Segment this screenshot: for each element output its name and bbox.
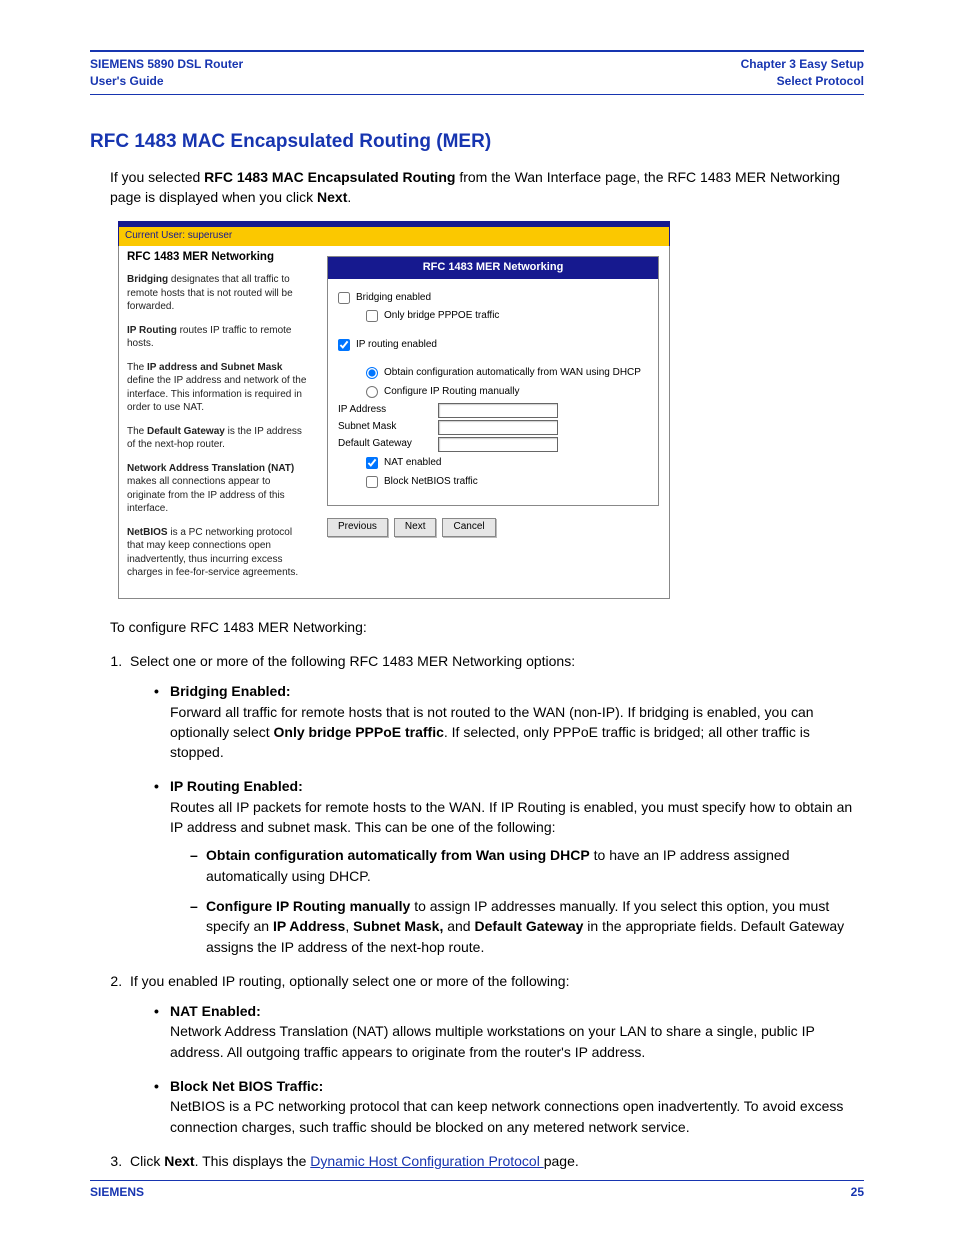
b4-title: Block Net BIOS Traffic: <box>170 1078 323 1094</box>
dhcp-radio[interactable] <box>366 367 378 379</box>
d2-c1: , <box>345 918 353 934</box>
bridging-label: Bridging enabled <box>356 291 431 306</box>
intro-paragraph: If you selected RFC 1483 MAC Encapsulate… <box>110 167 864 208</box>
current-user-bar: Current User: superuser <box>118 227 670 246</box>
ip-label: IP Address <box>338 403 438 418</box>
mask-input[interactable] <box>438 420 558 435</box>
pppoe-label: Only bridge PPPOE traffic <box>384 309 499 324</box>
step2-text: If you enabled IP routing, optionally se… <box>130 973 569 989</box>
dash-manual: Configure IP Routing manually to assign … <box>190 896 864 957</box>
s3-b: Next <box>164 1153 194 1169</box>
footer-left: SIEMENS <box>90 1185 144 1199</box>
ss-p6-b: NetBIOS <box>127 527 168 538</box>
header-left: SIEMENS 5890 DSL Router User's Guide <box>90 56 243 90</box>
d2-b: Configure IP Routing manually <box>206 898 410 914</box>
ss-p3-b: IP address and Subnet Mask <box>147 362 282 373</box>
header-right: Chapter 3 Easy Setup Select Protocol <box>741 56 864 90</box>
cancel-button[interactable]: Cancel <box>442 518 495 537</box>
b3-r: Network Address Translation (NAT) allows… <box>170 1023 815 1059</box>
ss-p1-b: Bridging <box>127 274 168 285</box>
bullet-iprouting: IP Routing Enabled: Routes all IP packet… <box>154 776 864 956</box>
panel-title: RFC 1483 MER Networking <box>328 257 658 279</box>
screenshot-help-text: RFC 1483 MER Networking Bridging designa… <box>119 246 317 598</box>
netbios-checkbox[interactable] <box>366 476 378 488</box>
hdr-left-1: SIEMENS 5890 DSL Router <box>90 56 243 73</box>
step-2: If you enabled IP routing, optionally se… <box>126 971 864 1137</box>
mask-label: Subnet Mask <box>338 420 438 435</box>
b1-b: Only bridge PPPoE traffic <box>274 724 444 740</box>
ss-p2-b: IP Routing <box>127 325 177 336</box>
nat-label: NAT enabled <box>384 456 441 471</box>
dash-dhcp: Obtain configuration automatically from … <box>190 845 864 886</box>
dhcp-label: Obtain configuration automatically from … <box>384 366 641 381</box>
d1-b: Obtain configuration automatically from … <box>206 847 590 863</box>
b1-title: Bridging Enabled: <box>170 683 291 699</box>
page-title: RFC 1483 MAC Encapsulated Routing (MER) <box>90 131 864 153</box>
bullet-nat: NAT Enabled: Network Address Translation… <box>154 1001 864 1062</box>
bullet-netbios: Block Net BIOS Traffic: NetBIOS is a PC … <box>154 1076 864 1137</box>
iprouting-checkbox[interactable] <box>338 339 350 351</box>
step-1: Select one or more of the following RFC … <box>126 651 864 957</box>
ss-p4-pre: The <box>127 426 147 437</box>
ss-p5-b: Network Address Translation (NAT) <box>127 463 294 474</box>
hdr-right-2: Select Protocol <box>741 73 864 90</box>
bridging-checkbox[interactable] <box>338 292 350 304</box>
manual-radio[interactable] <box>366 386 378 398</box>
d2-gw: Default Gateway <box>474 918 583 934</box>
b2-title: IP Routing Enabled: <box>170 778 303 794</box>
d2-mask: Subnet Mask, <box>353 918 443 934</box>
b3-title: NAT Enabled: <box>170 1003 261 1019</box>
step-3: Click Next. This displays the Dynamic Ho… <box>126 1151 864 1171</box>
config-panel: RFC 1483 MER Networking Bridging enabled… <box>327 256 659 506</box>
ss-p3-pre: The <box>127 362 147 373</box>
bullet-bridging: Bridging Enabled: Forward all traffic fo… <box>154 681 864 762</box>
intro-pre: If you selected <box>110 169 204 185</box>
nat-checkbox[interactable] <box>366 457 378 469</box>
intro-bold: RFC 1483 MAC Encapsulated Routing <box>204 169 455 185</box>
ss-p5-r: makes all connections appear to originat… <box>127 476 285 514</box>
d2-c2: and <box>443 918 474 934</box>
manual-label: Configure IP Routing manually <box>384 385 519 400</box>
s3-pre: Click <box>130 1153 164 1169</box>
pppoe-checkbox[interactable] <box>366 310 378 322</box>
screenshot-panel: Current User: superuser RFC 1483 MER Net… <box>118 221 670 599</box>
steps-list: Select one or more of the following RFC … <box>106 651 864 1171</box>
gw-input[interactable] <box>438 437 558 452</box>
intro-end: . <box>347 189 351 205</box>
footer-page-number: 25 <box>851 1185 864 1199</box>
s3-end: page. <box>544 1153 579 1169</box>
gw-label: Default Gateway <box>338 437 438 452</box>
ss-p4-b: Default Gateway <box>147 426 225 437</box>
ss-p3-r: define the IP address and network of the… <box>127 375 306 413</box>
iprouting-label: IP routing enabled <box>356 338 437 353</box>
next-button[interactable]: Next <box>394 518 437 537</box>
s3-mid: . This displays the <box>195 1153 311 1169</box>
b4-r: NetBIOS is a PC networking protocol that… <box>170 1098 843 1134</box>
previous-button[interactable]: Previous <box>327 518 388 537</box>
ip-input[interactable] <box>438 403 558 418</box>
hdr-left-2: User's Guide <box>90 73 243 90</box>
lead-text: To configure RFC 1483 MER Networking: <box>110 617 864 637</box>
dhcp-link[interactable]: Dynamic Host Configuration Protocol <box>310 1153 543 1169</box>
d2-ip: IP Address <box>273 918 345 934</box>
intro-next: Next <box>317 189 347 205</box>
b2-r: Routes all IP packets for remote hosts t… <box>170 799 852 835</box>
step1-text: Select one or more of the following RFC … <box>130 653 575 669</box>
ss-left-title: RFC 1483 MER Networking <box>127 250 309 266</box>
hdr-right-1: Chapter 3 Easy Setup <box>741 56 864 73</box>
netbios-label: Block NetBIOS traffic <box>384 475 478 490</box>
